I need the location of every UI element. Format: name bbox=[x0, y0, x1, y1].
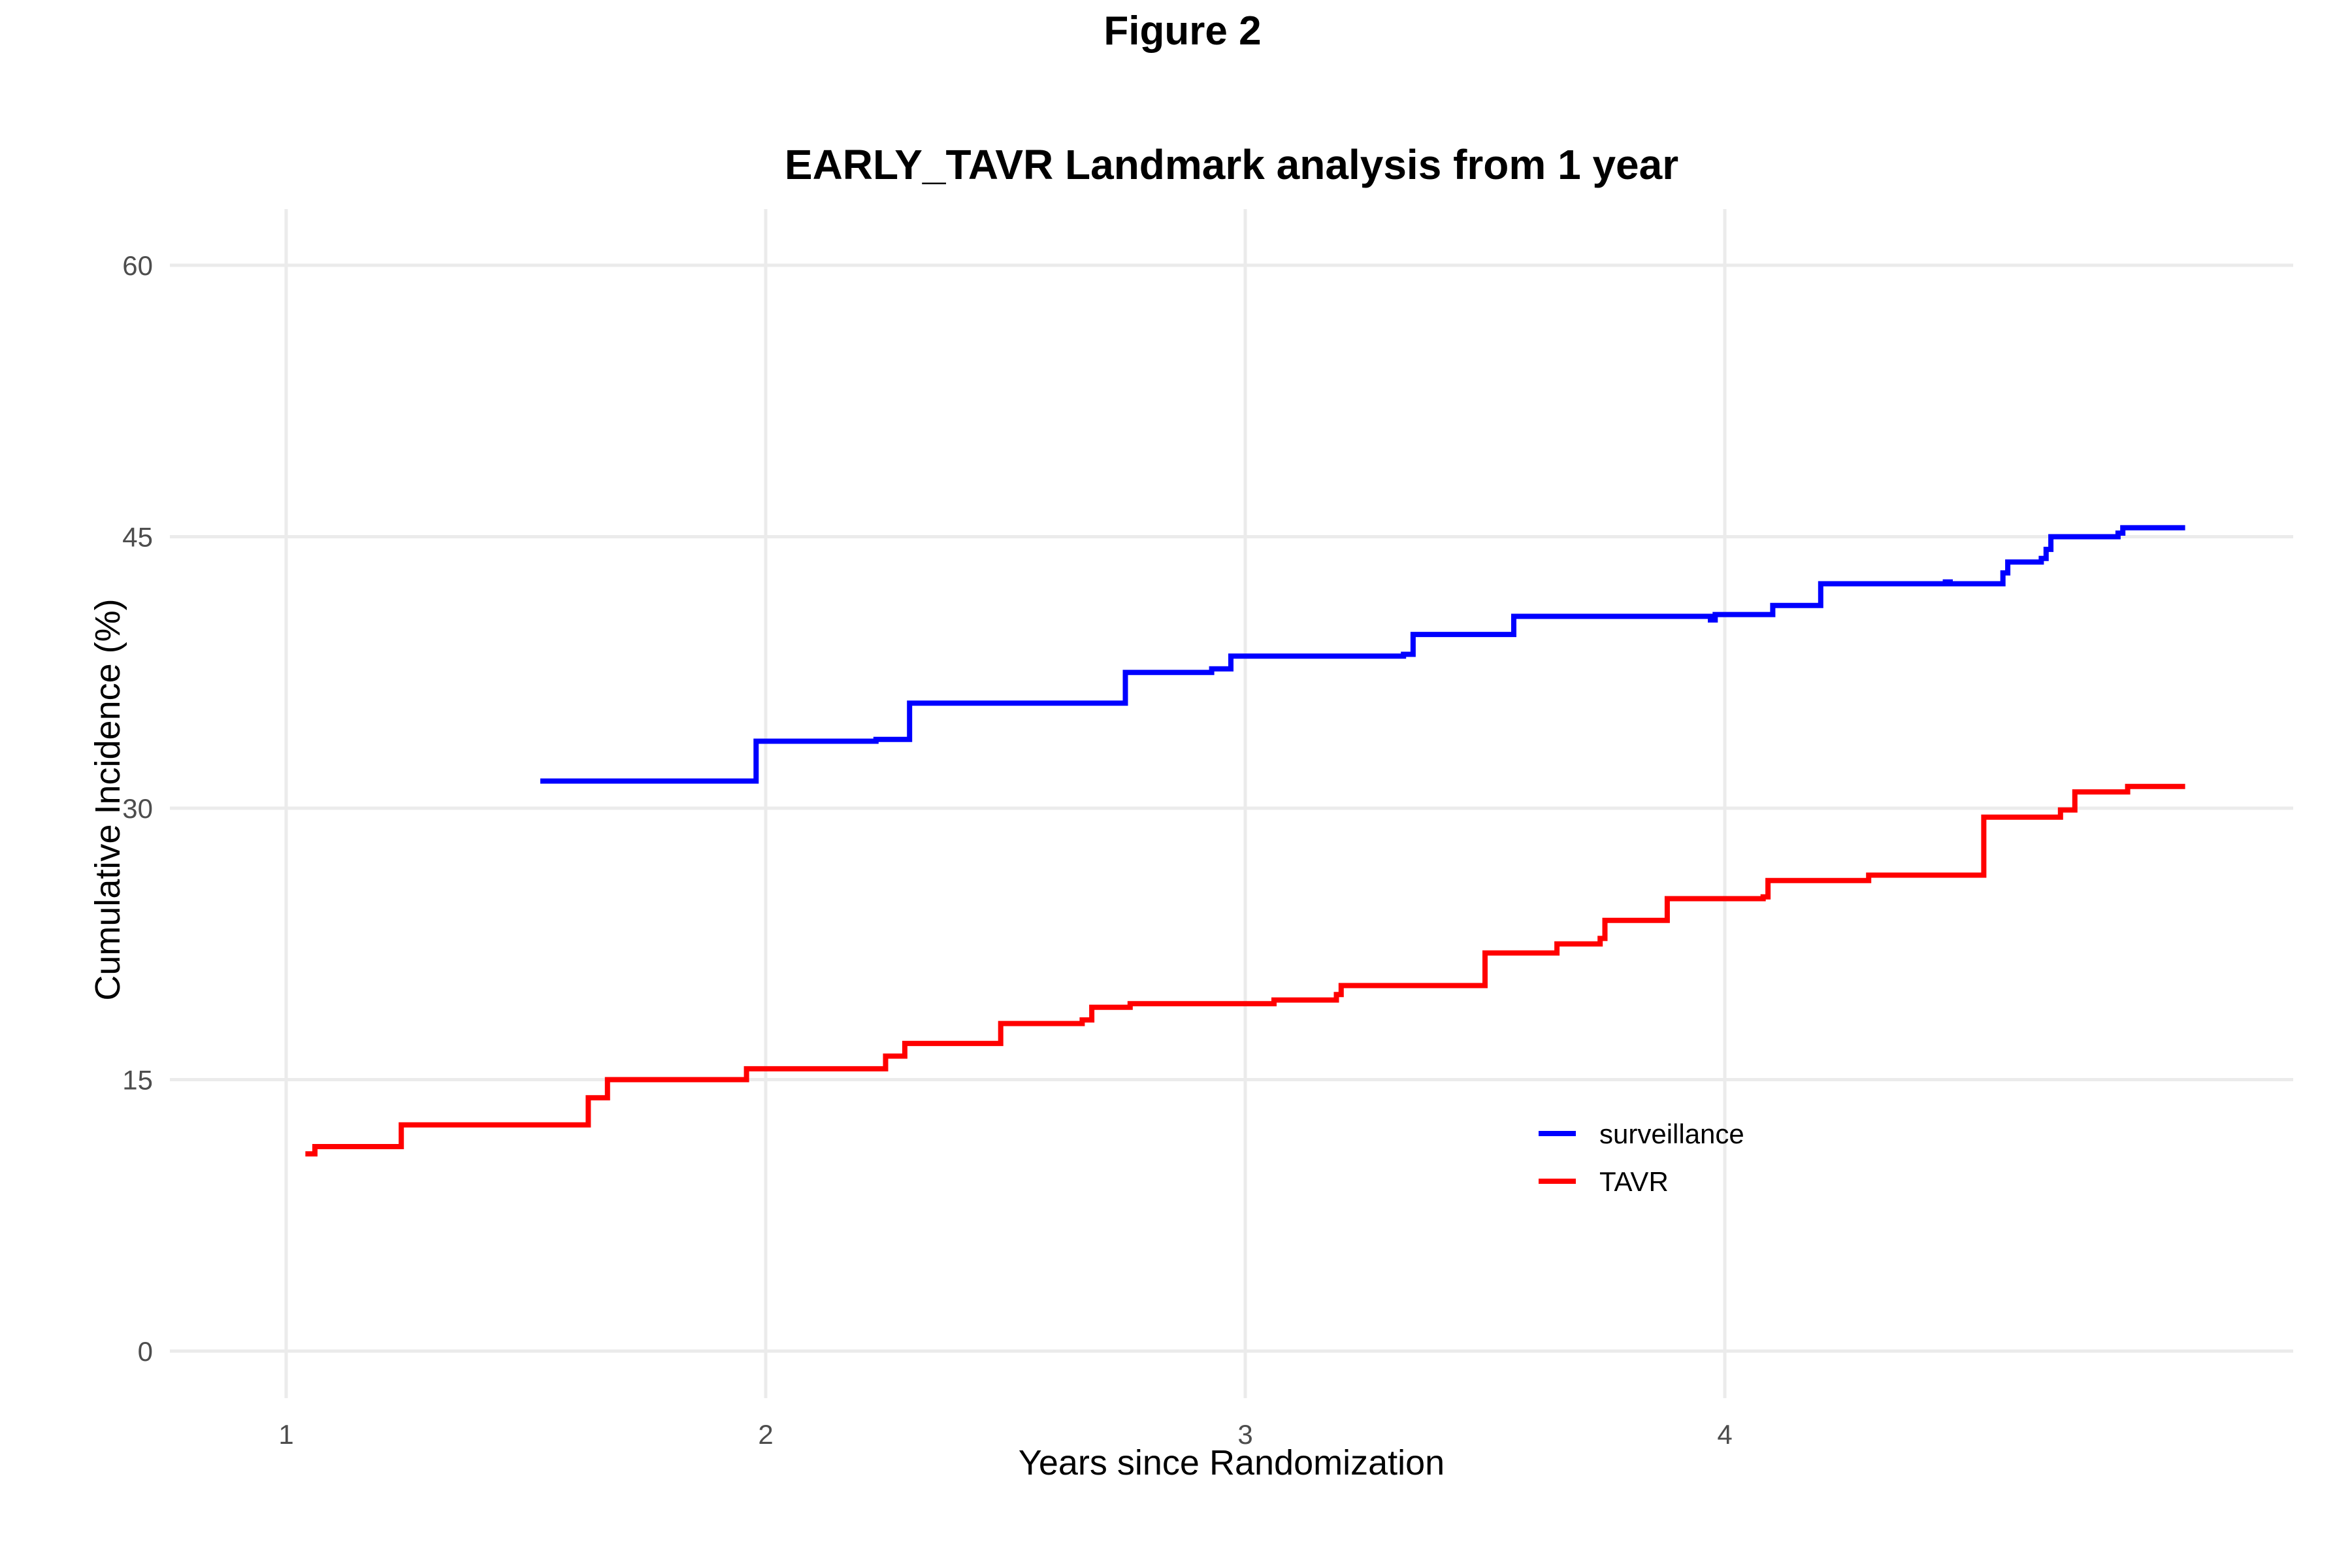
x-tick-label-1: 1 bbox=[278, 1419, 293, 1450]
y-tick-label-60: 60 bbox=[122, 250, 153, 281]
figure-title: Figure 2 bbox=[1103, 8, 1261, 54]
series-line-tavr bbox=[305, 783, 2185, 1157]
y-tick-label-15: 15 bbox=[122, 1065, 153, 1096]
legend: surveillance TAVR bbox=[1539, 1119, 1744, 1197]
series-layer bbox=[305, 525, 2185, 1157]
y-gridlines bbox=[170, 263, 2293, 1353]
x-tick-label-3: 3 bbox=[1237, 1419, 1252, 1450]
y-tick-label-0: 0 bbox=[138, 1336, 153, 1367]
y-tick-labels: 0 15 30 45 60 bbox=[122, 250, 153, 1367]
legend-label-tavr: TAVR bbox=[1599, 1166, 1669, 1197]
legend-label-surveillance: surveillance bbox=[1599, 1119, 1744, 1149]
y-tick-label-45: 45 bbox=[122, 522, 153, 553]
x-axis-label: Years since Randomization bbox=[1019, 1443, 1445, 1482]
x-tick-labels: 1 2 3 4 bbox=[278, 1419, 1732, 1450]
x-gridlines bbox=[284, 209, 1727, 1398]
y-axis-label: Cumulative Incidence (%) bbox=[88, 598, 127, 1000]
x-tick-label-4: 4 bbox=[1717, 1419, 1732, 1450]
series-line-surveillance bbox=[540, 525, 2185, 784]
x-tick-label-2: 2 bbox=[758, 1419, 773, 1450]
chart-title: EARLY_TAVR Landmark analysis from 1 year bbox=[785, 141, 1678, 188]
y-tick-label-30: 30 bbox=[122, 793, 153, 824]
